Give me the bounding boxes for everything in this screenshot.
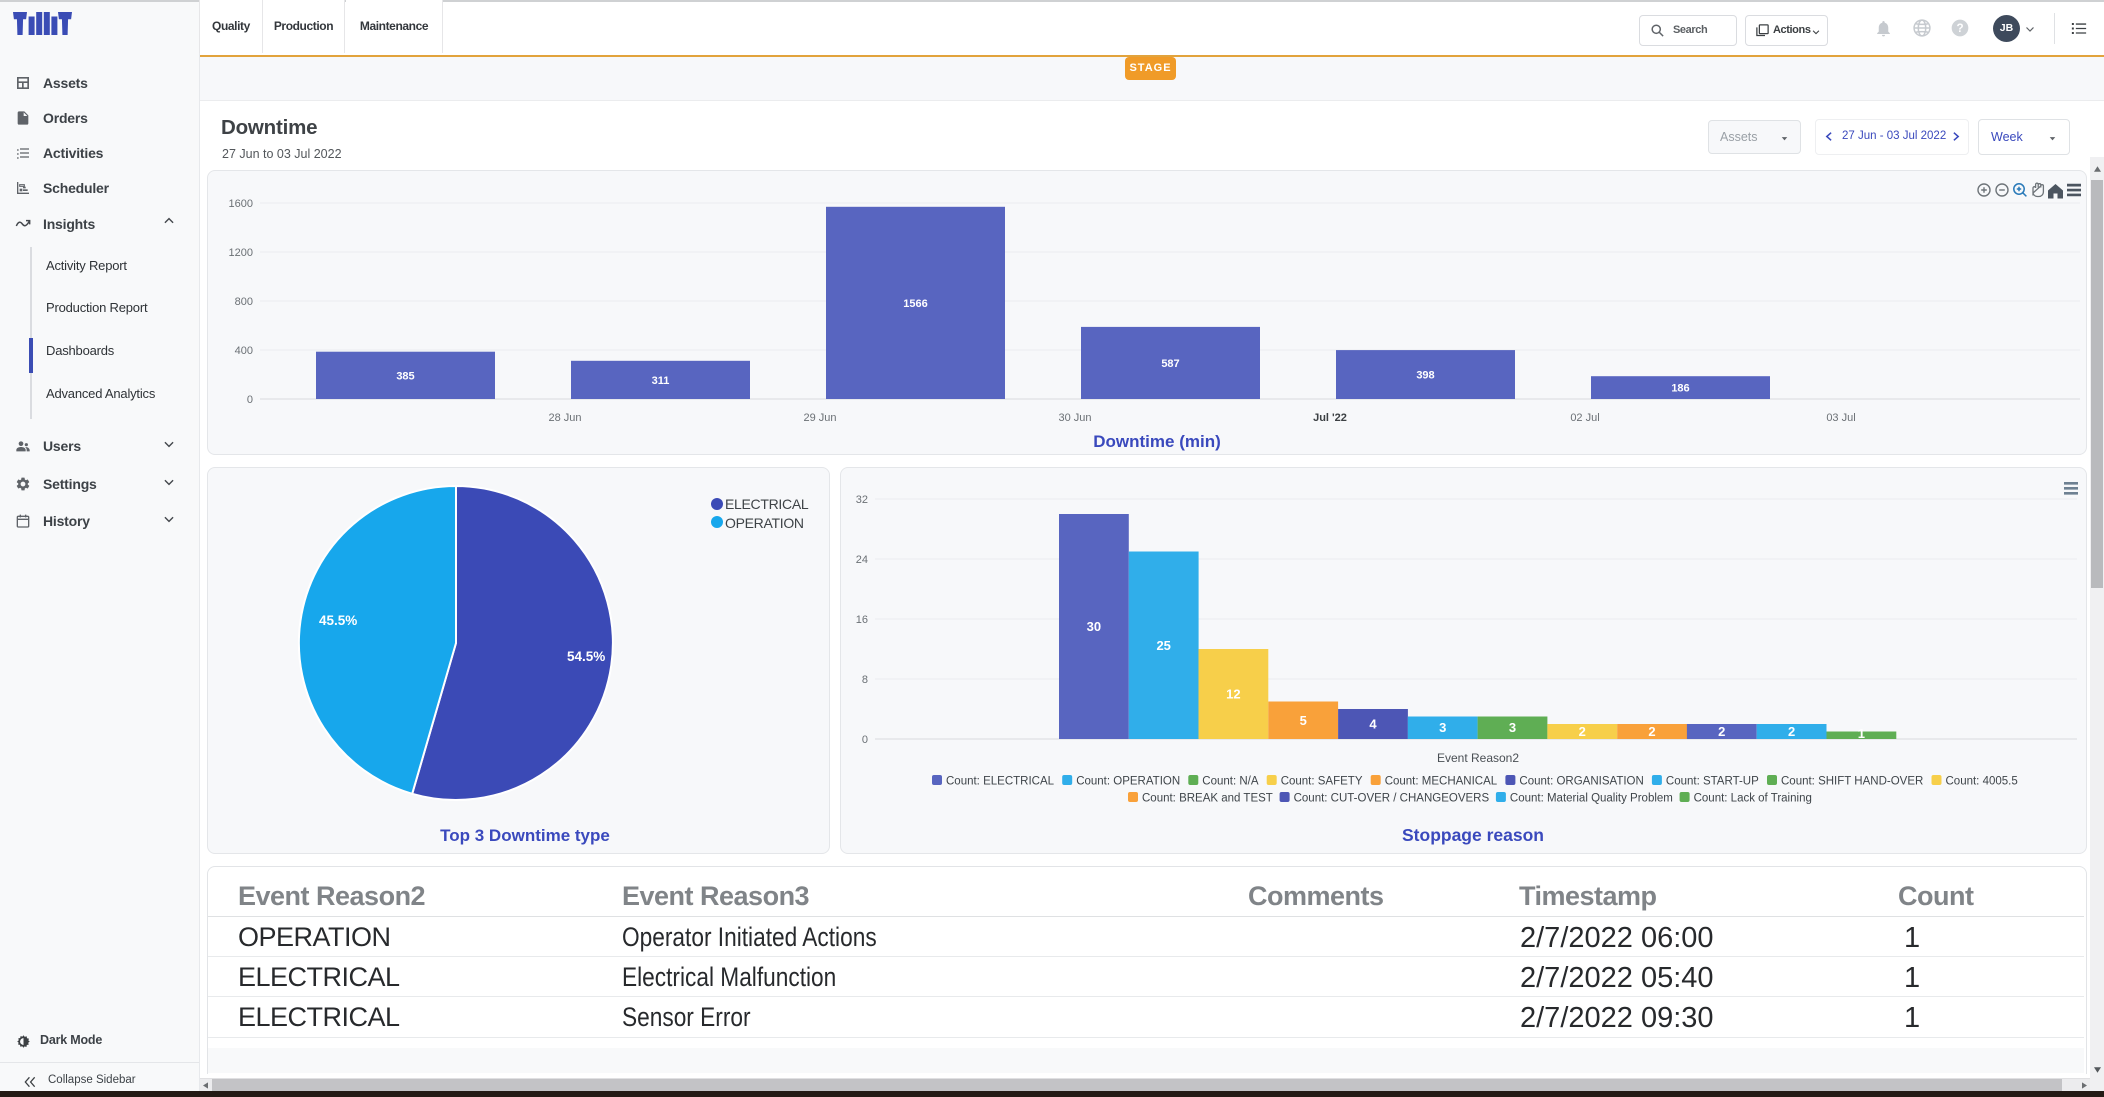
- svg-text:28 Jun: 28 Jun: [548, 412, 581, 424]
- svg-text:Count: 4005.5: Count: 4005.5: [1946, 776, 2018, 788]
- svg-text:OPERATION: OPERATION: [725, 515, 804, 531]
- svg-text:5: 5: [1300, 713, 1307, 728]
- svg-text:32: 32: [856, 494, 868, 506]
- svg-text:587: 587: [1161, 358, 1179, 370]
- svg-text:2: 2: [1788, 724, 1795, 739]
- svg-text:3: 3: [1509, 720, 1516, 735]
- svg-text:03 Jul: 03 Jul: [1826, 412, 1855, 424]
- svg-text:1600: 1600: [229, 198, 253, 210]
- svg-text:Count: OPERATION: Count: OPERATION: [1076, 776, 1180, 788]
- svg-text:800: 800: [235, 296, 253, 308]
- svg-text:?: ?: [1956, 22, 1963, 35]
- svg-text:400: 400: [235, 345, 253, 357]
- svg-text:25: 25: [1156, 638, 1170, 653]
- svg-text:2: 2: [1579, 724, 1586, 739]
- svg-text:45.5%: 45.5%: [319, 613, 357, 628]
- svg-text:398: 398: [1416, 370, 1434, 382]
- svg-text:8: 8: [862, 674, 868, 686]
- svg-text:1: 1: [1858, 726, 1865, 741]
- svg-text:Downtime (min): Downtime (min): [1093, 432, 1221, 451]
- svg-text:Count: SHIFT HAND-OVER: Count: SHIFT HAND-OVER: [1781, 776, 1923, 788]
- svg-text:30: 30: [1087, 619, 1101, 634]
- svg-text:3: 3: [1439, 720, 1446, 735]
- svg-text:Count: ORGANISATION: Count: ORGANISATION: [1519, 776, 1643, 788]
- svg-text:Count: START-UP: Count: START-UP: [1666, 776, 1759, 788]
- svg-text:Jul '22: Jul '22: [1313, 412, 1347, 424]
- svg-text:Top 3 Downtime type: Top 3 Downtime type: [440, 826, 610, 845]
- svg-text:Count: CUT-OVER / CHANGEOVERS: Count: CUT-OVER / CHANGEOVERS: [1294, 793, 1490, 805]
- svg-text:Event Reason2: Event Reason2: [1437, 751, 1519, 765]
- svg-text:16: 16: [856, 614, 868, 626]
- svg-text:0: 0: [247, 394, 253, 406]
- svg-text:2: 2: [1648, 724, 1655, 739]
- svg-text:Count: Material Quality Proble: Count: Material Quality Problem: [1510, 793, 1673, 805]
- svg-text:Count: Lack of Training: Count: Lack of Training: [1694, 793, 1812, 805]
- svg-text:02 Jul: 02 Jul: [1570, 412, 1599, 424]
- svg-text:0: 0: [862, 734, 868, 746]
- svg-text:311: 311: [652, 375, 670, 387]
- svg-text:29 Jun: 29 Jun: [803, 412, 836, 424]
- svg-text:186: 186: [1671, 383, 1689, 395]
- svg-text:Count: SAFETY: Count: SAFETY: [1281, 776, 1363, 788]
- svg-text:Stoppage reason: Stoppage reason: [1402, 825, 1544, 845]
- svg-text:Count: MECHANICAL: Count: MECHANICAL: [1385, 776, 1498, 788]
- svg-text:12: 12: [1226, 687, 1240, 702]
- svg-text:2: 2: [1718, 724, 1725, 739]
- svg-text:385: 385: [396, 370, 414, 382]
- svg-text:Count: BREAK and TEST: Count: BREAK and TEST: [1142, 793, 1273, 805]
- svg-text:4: 4: [1369, 717, 1377, 732]
- svg-text:1200: 1200: [229, 247, 253, 259]
- svg-text:1566: 1566: [903, 298, 927, 310]
- svg-text:54.5%: 54.5%: [567, 649, 605, 664]
- svg-text:ELECTRICAL: ELECTRICAL: [725, 496, 809, 512]
- svg-text:Count: ELECTRICAL: Count: ELECTRICAL: [946, 776, 1055, 788]
- svg-text:Count: N/A: Count: N/A: [1202, 776, 1259, 788]
- svg-text:30 Jun: 30 Jun: [1058, 412, 1091, 424]
- svg-text:24: 24: [856, 554, 868, 566]
